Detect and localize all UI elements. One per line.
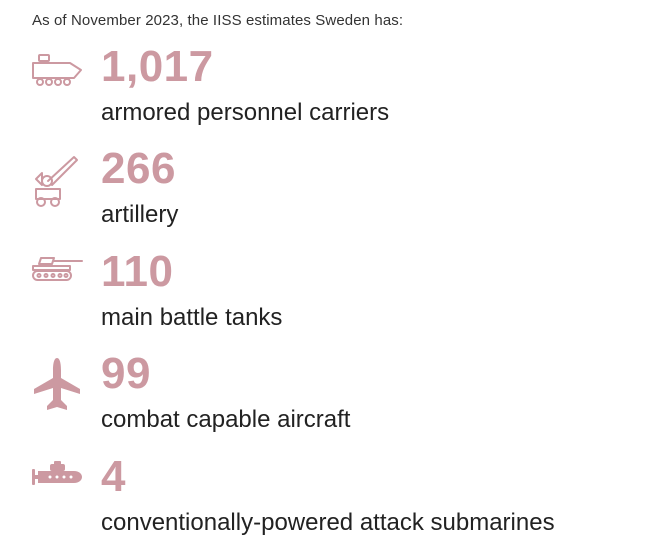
armored-personnel-carrier-icon — [30, 49, 84, 89]
stat-armored-personnel-carriers: 1,017 armored personnel carriers — [0, 45, 668, 148]
stat-main-battle-tanks: 110 main battle tanks — [0, 250, 668, 353]
tank-icon — [30, 254, 84, 284]
stat-value: 266 — [101, 144, 176, 193]
stat-label: armored personnel carriers — [101, 99, 390, 126]
intro-text: As of November 2023, the IISS estimates … — [32, 12, 404, 29]
aircraft-icon — [30, 356, 84, 412]
submarine-icon — [30, 459, 84, 485]
stat-label: conventionally-powered attack submarines — [101, 509, 555, 536]
stat-value: 1,017 — [101, 42, 214, 91]
stat-attack-submarines: 4 conventionally-powered attack submarin… — [0, 455, 668, 558]
stat-artillery: 266 artillery — [0, 147, 668, 250]
stat-value: 4 — [101, 452, 126, 501]
stat-value: 99 — [101, 349, 151, 398]
artillery-icon — [30, 151, 84, 209]
stat-combat-capable-aircraft: 99 combat capable aircraft — [0, 352, 668, 455]
stat-label: combat capable aircraft — [101, 406, 351, 433]
stat-label: main battle tanks — [101, 304, 283, 331]
stat-label: artillery — [101, 201, 179, 228]
stat-value: 110 — [101, 247, 174, 296]
